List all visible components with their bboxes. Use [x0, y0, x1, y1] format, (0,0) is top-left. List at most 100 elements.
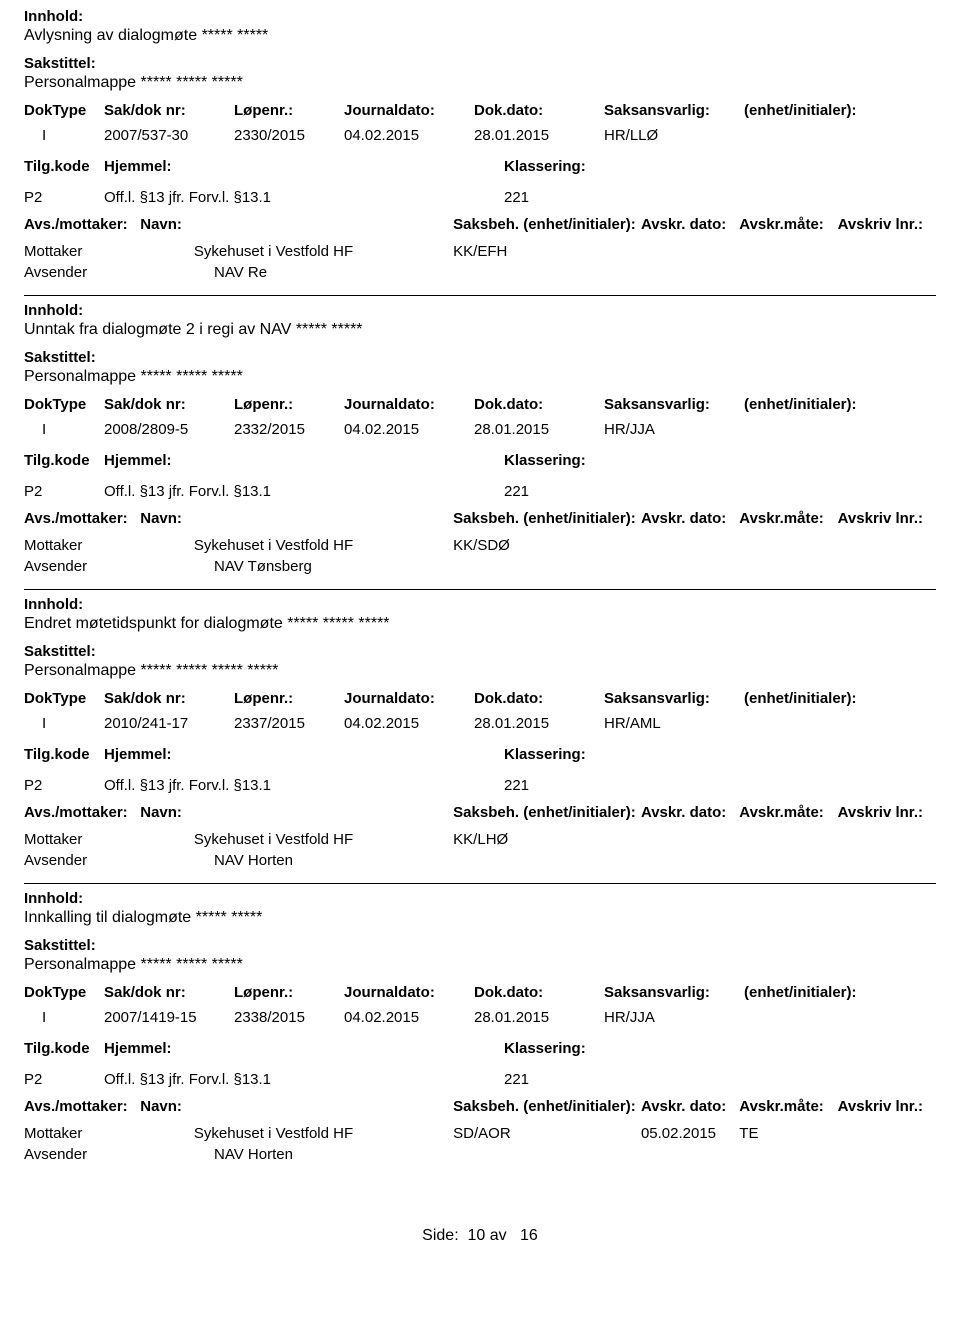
dokdato-header: Dok.dato:: [474, 102, 604, 119]
journaldato-header: Journaldato:: [344, 102, 474, 119]
navn-header: Navn:: [140, 510, 194, 527]
klassering-value: 221: [504, 777, 704, 794]
hjemmel-header: Hjemmel:: [104, 452, 504, 469]
innhold-value: Unntak fra dialogmøte 2 i regi av NAV **…: [24, 321, 936, 339]
journaldato-value: 04.02.2015: [344, 421, 474, 438]
klassering-header: Klassering:: [504, 746, 704, 763]
doktype-value: I: [24, 715, 104, 732]
avskrdato-value: [641, 537, 739, 554]
hjemmel-header: Hjemmel:: [104, 746, 504, 763]
tilgkode-value: P2: [24, 189, 104, 206]
avsender-label: Avsender: [24, 1146, 154, 1163]
journal-record: Innhold: Innkalling til dialogmøte *****…: [24, 883, 936, 1177]
avsender-navn: NAV Horten: [214, 852, 504, 869]
lopenr-value: 2337/2015: [234, 715, 344, 732]
enhet-header: (enhet/initialer):: [744, 984, 914, 1001]
hjemmel-value: Off.l. §13 jfr. Forv.l. §13.1: [104, 483, 504, 500]
journal-record: Innhold: Avlysning av dialogmøte ***** *…: [24, 8, 936, 295]
avskrdato-value: 05.02.2015: [641, 1125, 739, 1142]
tilgkode-value: P2: [24, 1071, 104, 1088]
avsender-label: Avsender: [24, 852, 154, 869]
sakstittel-label: Sakstittel:: [24, 937, 936, 954]
sakdok-header: Sak/dok nr:: [104, 690, 234, 707]
tilgkode-header: Tilg.kode: [24, 158, 104, 175]
sakdok-header: Sak/dok nr:: [104, 984, 234, 1001]
navn-header: Navn:: [140, 1098, 194, 1115]
doktype-header: DokType: [24, 102, 104, 119]
saksansvarlig-header: Saksansvarlig:: [604, 102, 744, 119]
saksansvarlig-header: Saksansvarlig:: [604, 396, 744, 413]
enhet-header: (enhet/initialer):: [744, 690, 914, 707]
footer-total: 16: [520, 1227, 538, 1244]
klassering-header: Klassering:: [504, 1040, 704, 1057]
avsmottaker-header: Avs./mottaker:: [24, 216, 140, 233]
lopenr-header: Løpenr.:: [234, 690, 344, 707]
doktype-value: I: [24, 1009, 104, 1026]
saksansvarlig-value: HR/JJA: [604, 421, 744, 438]
tilgkode-value: P2: [24, 483, 104, 500]
hjemmel-value: Off.l. §13 jfr. Forv.l. §13.1: [104, 1071, 504, 1088]
sakstittel-value: Personalmappe ***** ***** *****: [24, 74, 936, 92]
journaldato-header: Journaldato:: [344, 396, 474, 413]
dokdato-value: 28.01.2015: [474, 1009, 604, 1026]
doktype-value: I: [24, 127, 104, 144]
mottaker-label: Mottaker: [24, 831, 140, 848]
saksbeh-value: SD/AOR: [453, 1125, 641, 1142]
journaldato-header: Journaldato:: [344, 690, 474, 707]
mottaker-label: Mottaker: [24, 537, 140, 554]
avsender-label: Avsender: [24, 558, 154, 575]
journaldato-value: 04.02.2015: [344, 1009, 474, 1026]
sakdok-header: Sak/dok nr:: [104, 102, 234, 119]
dokdato-value: 28.01.2015: [474, 715, 604, 732]
saksansvarlig-header: Saksansvarlig:: [604, 984, 744, 1001]
mottaker-navn: Sykehuset i Vestfold HF: [194, 537, 453, 554]
doktype-header: DokType: [24, 396, 104, 413]
avsmottaker-header: Avs./mottaker:: [24, 510, 140, 527]
saksbeh-value: KK/SDØ: [453, 537, 641, 554]
enhet-value: [744, 127, 914, 144]
doktype-value: I: [24, 421, 104, 438]
dokdato-value: 28.01.2015: [474, 127, 604, 144]
tilgkode-header: Tilg.kode: [24, 746, 104, 763]
tilgkode-value: P2: [24, 777, 104, 794]
innhold-label: Innhold:: [24, 596, 936, 613]
saksbeh-header: Saksbeh. (enhet/initialer):: [453, 1098, 641, 1115]
page-footer: Side: 10 av 16: [24, 1227, 936, 1245]
avskrdato-header: Avskr. dato:: [641, 216, 739, 233]
klassering-header: Klassering:: [504, 158, 704, 175]
journaldato-value: 04.02.2015: [344, 127, 474, 144]
lopenr-header: Løpenr.:: [234, 102, 344, 119]
avskrmate-header: Avskr.måte:: [739, 216, 837, 233]
lopenr-value: 2332/2015: [234, 421, 344, 438]
lopenr-header: Løpenr.:: [234, 984, 344, 1001]
klassering-value: 221: [504, 483, 704, 500]
saksansvarlig-header: Saksansvarlig:: [604, 690, 744, 707]
avskrdato-header: Avskr. dato:: [641, 1098, 739, 1115]
saksbeh-header: Saksbeh. (enhet/initialer):: [453, 216, 641, 233]
hjemmel-value: Off.l. §13 jfr. Forv.l. §13.1: [104, 777, 504, 794]
saksbeh-header: Saksbeh. (enhet/initialer):: [453, 510, 641, 527]
klassering-value: 221: [504, 1071, 704, 1088]
sakstittel-value: Personalmappe ***** ***** *****: [24, 956, 936, 974]
avskrivlnr-header: Avskriv lnr.:: [838, 804, 936, 821]
lopenr-header: Løpenr.:: [234, 396, 344, 413]
avskrdato-header: Avskr. dato:: [641, 510, 739, 527]
innhold-value: Innkalling til dialogmøte ***** *****: [24, 909, 936, 927]
sakdok-value: 2010/241-17: [104, 715, 234, 732]
innhold-label: Innhold:: [24, 8, 936, 25]
footer-av: av: [490, 1227, 507, 1244]
dokdato-header: Dok.dato:: [474, 396, 604, 413]
dokdato-header: Dok.dato:: [474, 984, 604, 1001]
innhold-value: Endret møtetidspunkt for dialogmøte ****…: [24, 615, 936, 633]
lopenr-value: 2330/2015: [234, 127, 344, 144]
footer-page-num: 10: [468, 1227, 486, 1244]
enhet-header: (enhet/initialer):: [744, 396, 914, 413]
lopenr-value: 2338/2015: [234, 1009, 344, 1026]
avsender-navn: NAV Re: [214, 264, 504, 281]
mottaker-navn: Sykehuset i Vestfold HF: [194, 243, 453, 260]
avsender-navn: NAV Horten: [214, 1146, 504, 1163]
mottaker-label: Mottaker: [24, 1125, 140, 1142]
dokdato-header: Dok.dato:: [474, 690, 604, 707]
avskrmate-value: [739, 831, 837, 848]
enhet-value: [744, 1009, 914, 1026]
